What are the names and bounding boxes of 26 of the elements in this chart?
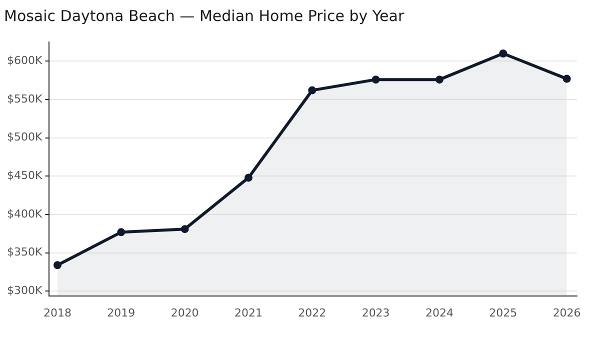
y-tick-label: $600K [6, 54, 43, 68]
x-tick-label: 2022 [298, 306, 326, 320]
x-tick-label: 2020 [170, 306, 199, 320]
y-tick-label: $300K [6, 284, 43, 298]
x-tick-label: 2019 [107, 306, 136, 320]
y-tick-label: $350K [6, 246, 43, 259]
x-tick-label: 2021 [234, 306, 262, 320]
point [180, 225, 189, 234]
y-tick-label: $550K [6, 92, 43, 106]
y-tick-label: $450K [6, 169, 43, 182]
chart-title: Mosaic Daytona Beach — Median Home Price by Year [4, 6, 405, 25]
point [244, 174, 252, 182]
point [562, 74, 571, 83]
point [435, 76, 444, 84]
x-tick-label: 2023 [362, 306, 390, 320]
point [117, 228, 126, 236]
x-tick-label: 2024 [425, 306, 454, 320]
point [308, 86, 316, 94]
x-tick-label: 2026 [552, 306, 581, 320]
y-tick-label: $500K [6, 130, 43, 144]
point [372, 76, 380, 84]
x-tick-label: 2025 [489, 306, 518, 320]
point [53, 261, 62, 270]
point [499, 50, 508, 58]
x-tick-label: 2018 [43, 306, 72, 320]
y-tick-label: $400K [6, 207, 43, 220]
